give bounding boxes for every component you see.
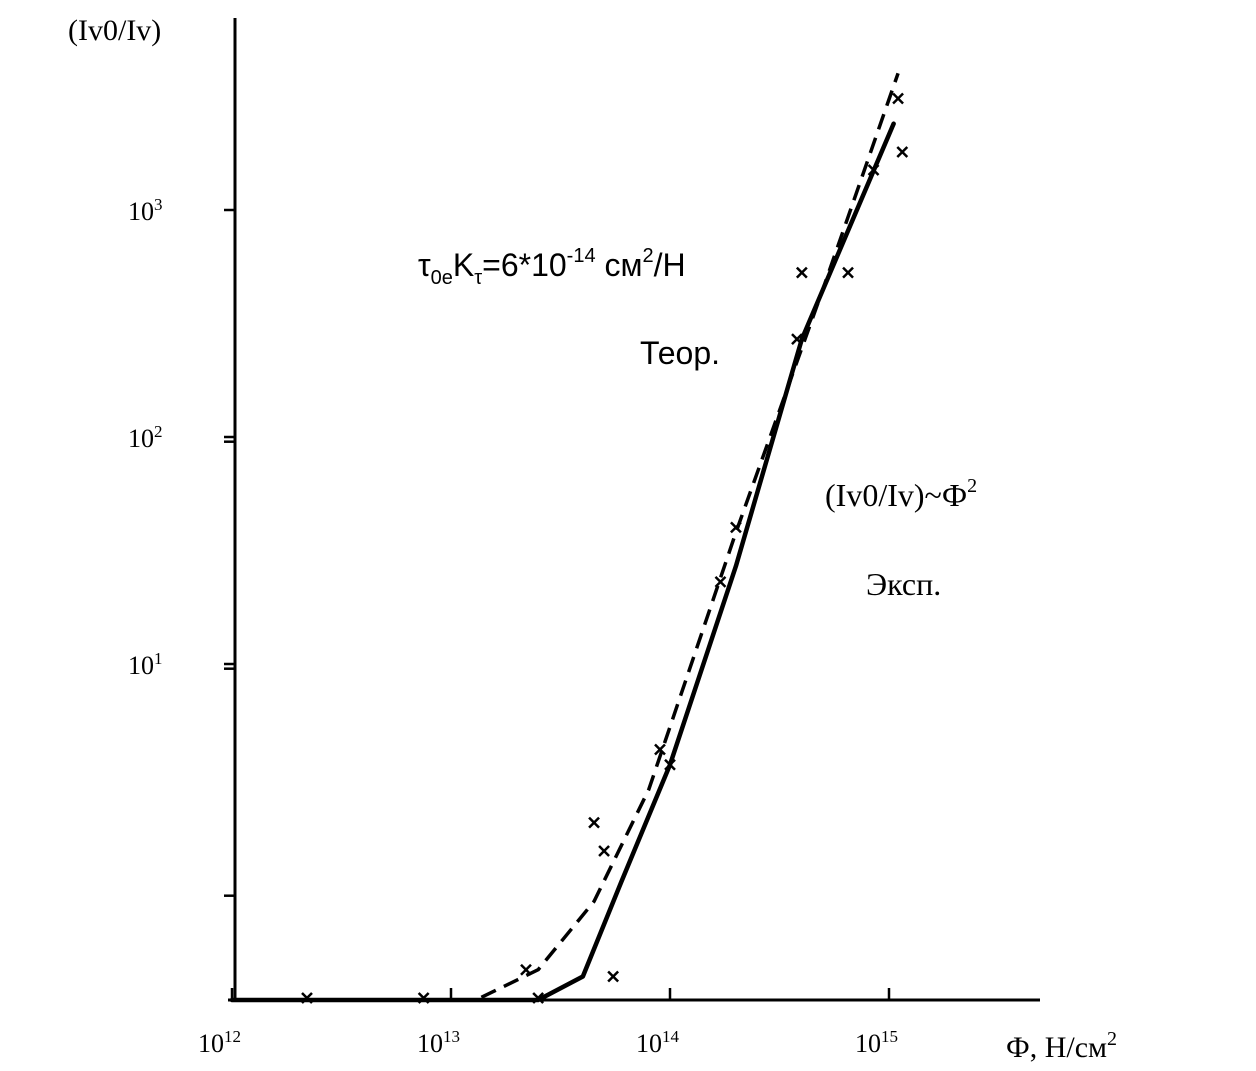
formula-mid: K: [453, 247, 474, 283]
data-point-marker: [607, 970, 620, 983]
x-tick-label: 1014: [636, 1027, 680, 1058]
series-layer: [229, 72, 900, 1003]
law-label: (Iv0/Iv)~Ф2: [825, 475, 977, 513]
y-tick-label: 101: [128, 649, 163, 680]
data-point-marker: [654, 743, 666, 756]
data-point-marker: [417, 992, 430, 1004]
data-point-marker: [664, 758, 676, 771]
theor-label: Теор.: [640, 335, 720, 371]
y-tick-exp: 1: [154, 649, 163, 668]
marker-layer: [301, 92, 909, 1004]
formula-exp: -14: [567, 245, 596, 267]
data-point-marker: [795, 266, 808, 279]
data-point-marker: [714, 576, 727, 588]
formula-sub2: τ: [474, 267, 482, 289]
x-tick-label: 1012: [198, 1027, 241, 1058]
y-tick-base: 10: [128, 651, 154, 680]
x-tick-base: 10: [417, 1029, 443, 1058]
formula-annotation: τ0eKτ=6*10-14 см2/Н: [418, 245, 686, 289]
x-tick-base: 10: [855, 1029, 881, 1058]
x-axis-title-exp: 2: [1107, 1028, 1117, 1050]
x-tick-exp: 14: [662, 1027, 680, 1046]
x-tick-exp: 13: [443, 1027, 460, 1046]
x-axis-title: Ф, Н/см2: [1006, 1028, 1117, 1064]
data-point-marker: [598, 845, 610, 857]
data-point-marker: [730, 521, 742, 534]
x-tick-exp: 15: [881, 1027, 898, 1046]
data-point-marker: [520, 963, 532, 976]
y-tick-base: 10: [128, 197, 154, 226]
formula-sub1: 0e: [431, 267, 453, 289]
formula-unit-exp: 2: [642, 245, 653, 267]
x-axis-title-text: Ф, Н/см: [1006, 1031, 1107, 1064]
formula-unit: см: [596, 247, 643, 283]
law-text: (Iv0/Iv)~Ф: [825, 477, 967, 513]
formula-rest: =6*10: [482, 247, 567, 283]
x-tick-base: 10: [198, 1029, 224, 1058]
series-dashed-line: [232, 72, 900, 1002]
formula-unit-end: /Н: [654, 247, 686, 283]
x-tick-exp: 12: [224, 1027, 241, 1046]
formula-base: τ: [418, 247, 431, 283]
data-point-marker: [892, 92, 904, 105]
law-exp: 2: [967, 475, 977, 497]
y-axis-title: (Iv0/Iv): [68, 14, 161, 47]
y-tick-base: 10: [128, 424, 154, 453]
y-tick-label: 102: [128, 422, 163, 453]
x-tick-label: 1015: [855, 1027, 898, 1058]
data-point-marker: [842, 266, 854, 279]
data-point-marker: [532, 992, 545, 1004]
data-point-marker: [791, 333, 803, 345]
data-point-marker: [588, 816, 600, 829]
x-tick-base: 10: [636, 1029, 662, 1058]
y-tick-exp: 2: [154, 422, 163, 441]
data-point-marker: [301, 992, 313, 1004]
exp-label: Эксп.: [866, 566, 941, 602]
x-tick-label: 1013: [417, 1027, 460, 1058]
y-tick-label: 103: [128, 195, 163, 226]
data-point-marker: [896, 146, 909, 158]
data-point-marker: [867, 164, 880, 176]
y-tick-exp: 3: [154, 195, 163, 214]
